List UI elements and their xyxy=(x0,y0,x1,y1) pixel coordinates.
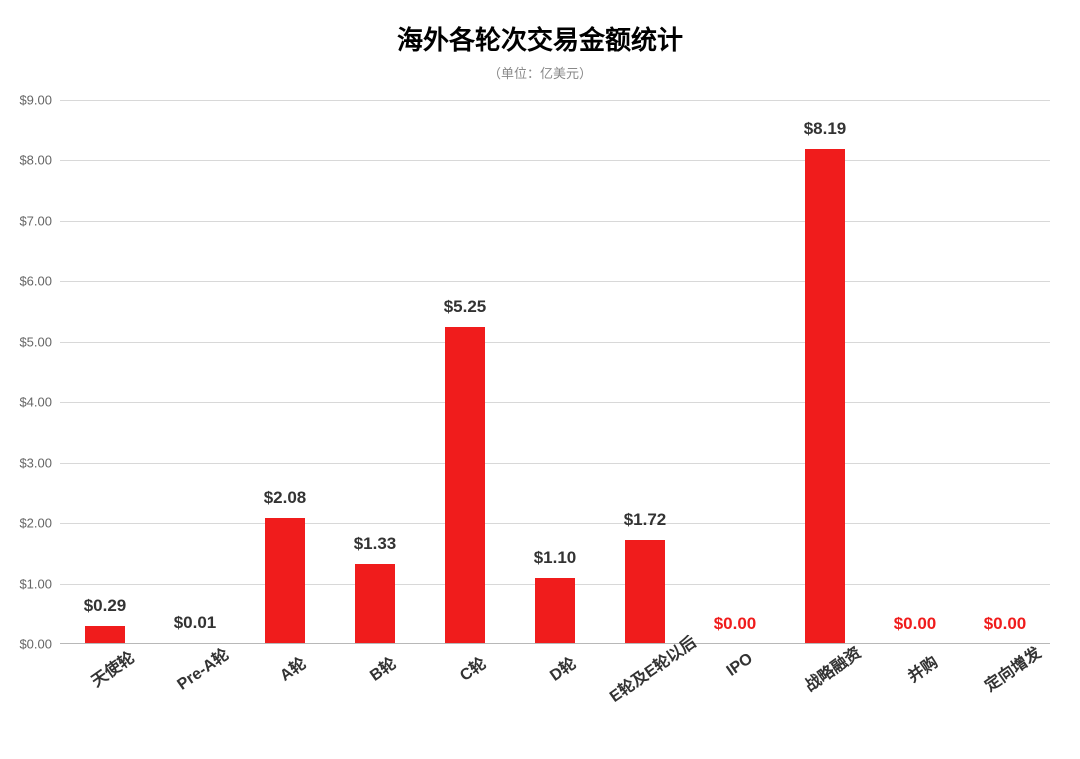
y-tick-label: $5.00 xyxy=(19,334,52,349)
chart-title: 海外各轮次交易金额统计 xyxy=(0,0,1080,57)
x-tick-label: B轮 xyxy=(364,650,400,685)
chart-subtitle: （单位：亿美元） xyxy=(0,63,1080,82)
y-tick-label: $2.00 xyxy=(19,516,52,531)
value-label: $1.33 xyxy=(315,534,435,554)
value-label: $5.25 xyxy=(405,297,525,317)
value-label: $0.01 xyxy=(135,613,255,633)
value-label: $8.19 xyxy=(765,119,885,139)
y-tick-label: $7.00 xyxy=(19,213,52,228)
bar xyxy=(535,578,575,644)
y-tick-label: $6.00 xyxy=(19,274,52,289)
y-tick-label: $9.00 xyxy=(19,93,52,108)
value-label: $0.00 xyxy=(675,614,795,634)
plot-area: $0.00$1.00$2.00$3.00$4.00$5.00$6.00$7.00… xyxy=(60,100,1050,644)
x-tick-label: D轮 xyxy=(544,650,580,685)
y-tick-label: $0.00 xyxy=(19,637,52,652)
y-tick-label: $1.00 xyxy=(19,576,52,591)
x-tick-label: 并购 xyxy=(902,649,942,687)
bar xyxy=(265,518,305,644)
bar xyxy=(445,327,485,644)
y-tick-label: $3.00 xyxy=(19,455,52,470)
y-tick-label: $4.00 xyxy=(19,395,52,410)
x-tick-label: 天使轮 xyxy=(85,644,138,691)
bar xyxy=(805,149,845,644)
x-tick-label: 定向增发 xyxy=(979,640,1045,696)
x-tick-label: 战略融资 xyxy=(799,640,865,696)
value-label: $1.72 xyxy=(585,510,705,530)
bar xyxy=(625,540,665,644)
value-label: $0.00 xyxy=(945,614,1065,634)
x-tick-label: IPO xyxy=(724,650,757,681)
bar xyxy=(85,626,125,644)
x-tick-label: A轮 xyxy=(274,650,310,685)
value-label: $2.08 xyxy=(225,488,345,508)
value-label: $1.10 xyxy=(495,548,615,568)
x-tick-label: C轮 xyxy=(454,650,490,685)
x-axis-labels: 天使轮Pre-A轮A轮B轮C轮D轮E轮及E轮以后IPO战略融资并购定向增发 xyxy=(60,644,1050,759)
chart-container: 海外各轮次交易金额统计 （单位：亿美元） $0.00$1.00$2.00$3.0… xyxy=(0,0,1080,759)
bars-layer: $0.29$0.01$2.08$1.33$5.25$1.10$1.72$0.00… xyxy=(60,100,1050,644)
x-tick-label: Pre-A轮 xyxy=(171,641,233,694)
y-tick-label: $8.00 xyxy=(19,153,52,168)
bar xyxy=(355,564,395,644)
